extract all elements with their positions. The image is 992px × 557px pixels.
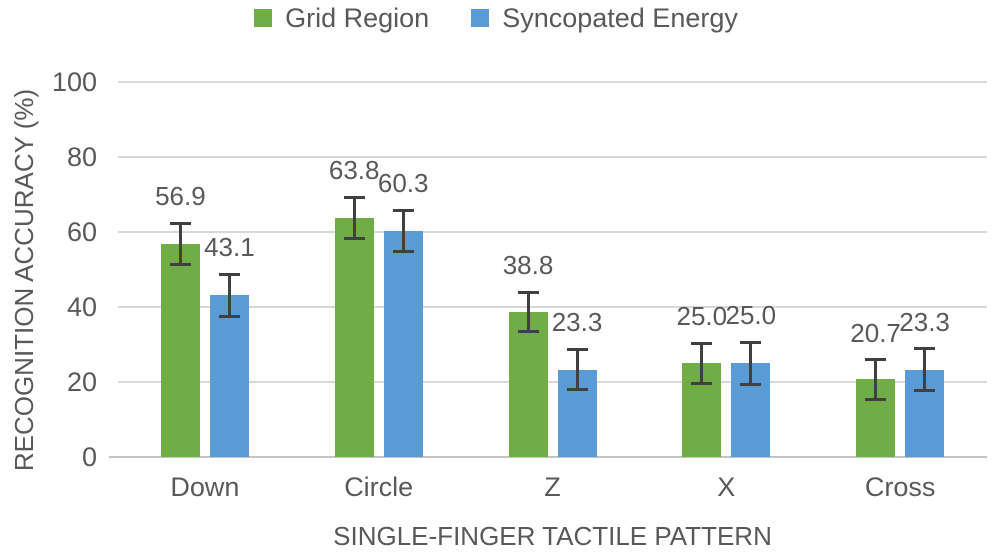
legend-label-grid-region: Grid Region [285,3,430,33]
data-label-syncopated-energy-down: 43.1 [204,232,255,263]
y-tick-label-0: 0 [81,442,97,472]
legend-item-grid-region: Grid Region [254,3,429,33]
error-cap-top-grid-region-x [691,341,713,345]
y-tick-label-100: 100 [51,67,97,97]
category-label-down: Down [170,472,240,502]
error-bar-syncopated-energy-down [227,274,231,317]
error-cap-bottom-syncopated-energy-cross [914,389,936,393]
bar-grid-region-circle [334,217,374,457]
error-bar-grid-region-x [700,343,704,384]
error-cap-top-syncopated-energy-z [566,347,588,351]
gridline-40 [118,306,987,308]
y-tick-label-40: 40 [66,292,97,322]
error-cap-top-syncopated-energy-down [218,272,240,276]
bar-syncopated-energy-down [209,295,249,457]
error-cap-bottom-syncopated-energy-circle [392,250,414,253]
gridline-20 [118,381,987,383]
y-tick-label-80: 80 [66,142,97,172]
category-label-x: X [717,472,736,502]
data-label-syncopated-energy-circle: 60.3 [377,168,429,199]
error-bar-syncopated-energy-x [749,342,753,385]
bar-grid-region-down [160,243,200,457]
x-axis-title: SINGLE-FINGER TACTILE PATTERN [333,521,772,551]
category-label-cross: Cross [864,472,936,502]
error-bar-grid-region-cross [874,359,878,400]
legend-label-syncopated-energy: Syncopated Energy [502,3,738,33]
error-cap-bottom-grid-region-x [691,382,713,385]
legend-swatch-grid-region [254,9,273,27]
error-cap-top-grid-region-z [517,290,539,294]
chart-legend: Grid Region Syncopated Energy [0,3,992,33]
bar-grid-region-z [508,311,548,457]
error-cap-bottom-grid-region-circle [343,236,365,240]
legend-item-syncopated-energy: Syncopated Energy [471,3,738,33]
error-cap-bottom-syncopated-energy-z [566,388,588,392]
error-cap-bottom-grid-region-down [169,262,191,266]
data-label-grid-region-circle: 63.8 [328,155,380,186]
error-cap-bottom-syncopated-energy-down [218,314,240,318]
error-bar-grid-region-down [178,223,182,265]
y-tick-label-60: 60 [66,217,97,247]
data-label-grid-region-x: 25.0 [676,301,728,331]
category-label-z: Z [544,472,561,502]
data-label-grid-region-cross: 20.7 [850,317,901,348]
error-bar-syncopated-energy-z [575,349,579,390]
error-bar-syncopated-energy-circle [401,210,405,252]
error-cap-bottom-syncopated-energy-x [740,382,762,386]
category-label-circle: Circle [344,472,414,502]
gridline-60 [118,231,987,233]
error-bar-grid-region-circle [352,197,356,239]
plot-area: 56.9 43.1 63.8 60.3 38.8 23.3 25.0 25.0 20.7 23.3 [109,81,987,458]
y-tick-label-20: 20 [66,367,97,397]
error-cap-top-grid-region-circle [343,195,365,199]
data-label-syncopated-energy-cross: 23.3 [899,306,950,337]
error-cap-top-syncopated-energy-cross [914,347,936,351]
error-cap-bottom-grid-region-cross [865,397,887,401]
data-label-grid-region-z: 38.8 [502,250,554,280]
error-cap-top-grid-region-cross [865,358,887,361]
bar-syncopated-energy-circle [383,230,423,457]
error-bar-syncopated-energy-cross [923,348,927,391]
legend-swatch-syncopated-energy [471,9,490,27]
gridline-100 [118,81,987,83]
gridline-80 [118,156,987,158]
data-label-grid-region-down: 56.9 [155,181,206,211]
data-label-syncopated-energy-z: 23.3 [551,307,603,338]
error-bar-grid-region-z [526,292,530,331]
data-label-syncopated-energy-x: 25.0 [725,300,777,331]
error-cap-top-syncopated-energy-x [740,340,762,344]
error-cap-top-syncopated-energy-circle [392,208,414,212]
x-axis-line [109,456,987,458]
error-cap-bottom-grid-region-z [517,329,539,333]
error-cap-top-grid-region-down [169,221,191,225]
